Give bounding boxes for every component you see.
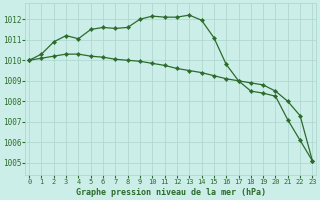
X-axis label: Graphe pression niveau de la mer (hPa): Graphe pression niveau de la mer (hPa)	[76, 188, 266, 197]
